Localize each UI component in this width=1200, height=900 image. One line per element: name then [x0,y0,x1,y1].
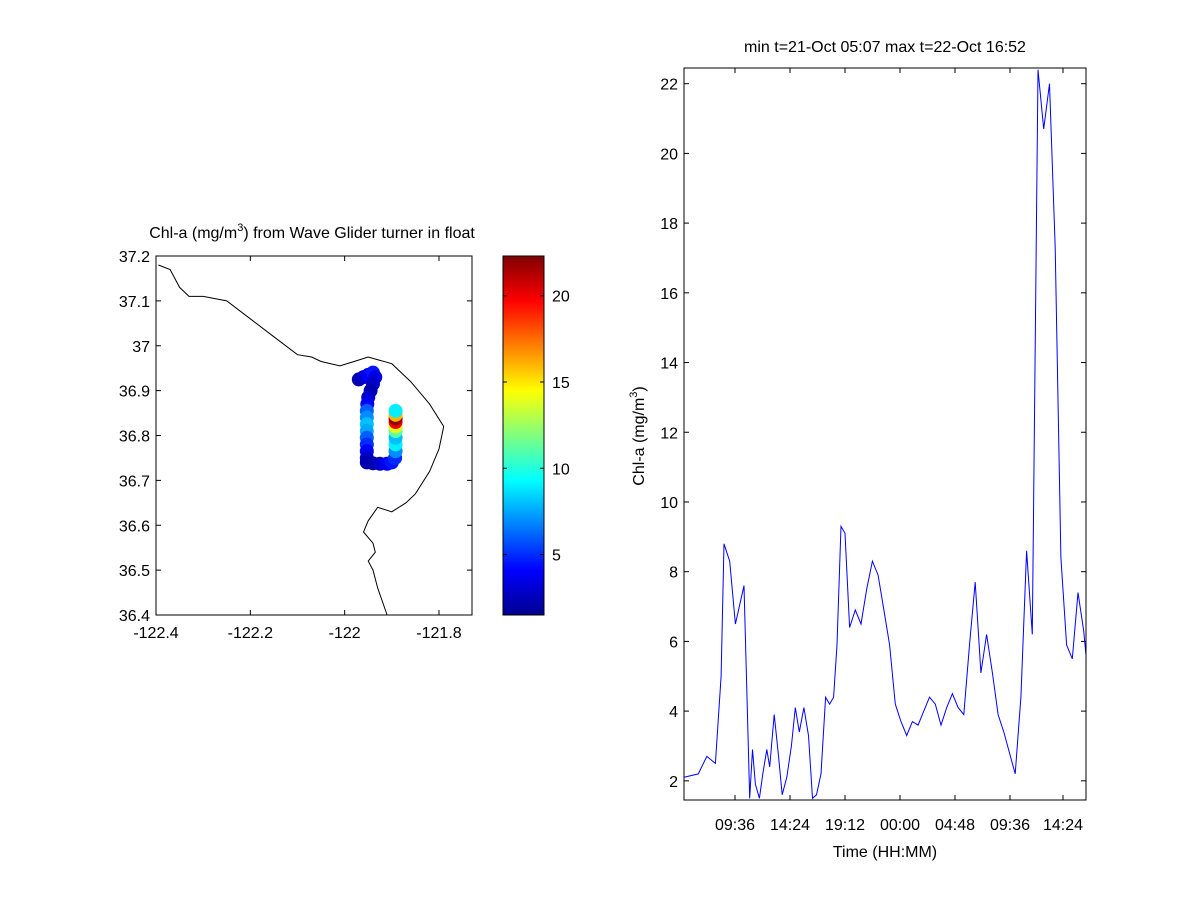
ts-y-tick-label: 16 [660,286,678,303]
chl-a-series-line [684,69,1086,800]
ts-y-tick-label: 12 [660,425,678,442]
map-x-tick-label: -122.2 [228,625,273,642]
colorbar: 5 10 15 20 [502,255,570,616]
ts-y-tick-label: 4 [669,704,678,721]
map-chart: Chl-a (mg/m3) from Wave Glider turner in… [119,222,476,642]
map-y-tick-label: 36.9 [119,384,150,401]
ts-y-tick-label: 14 [660,356,678,373]
map-title: Chl-a (mg/m3) from Wave Glider turner in… [149,222,475,242]
ts-y-tick-label: 6 [669,634,678,651]
timeseries-title: min t=21-Oct 05:07 max t=22-Oct 16:52 [744,39,1026,56]
ts-x-tick-label: 19:12 [825,817,865,834]
map-y-tick-label: 36.8 [119,429,150,446]
colorbar-tick-layer: 5 10 15 20 [503,289,570,565]
map-y-tick-label: 37.2 [119,249,150,266]
ts-y-tick-label: 8 [669,565,678,582]
timeseries-ylabel: Chl-a (mg/m3) [628,386,648,485]
colorbar-gradient [502,255,545,616]
map-y-tick-label: 37 [132,339,150,356]
glider-track [351,365,403,471]
colorbar-tick-label: 20 [552,289,570,306]
map-axes-box [155,255,473,616]
coastline [158,264,445,616]
map-x-tick-label: -121.8 [416,625,461,642]
map-y-tick-label: 36.5 [119,563,150,580]
ts-x-tick-label: 04:48 [935,817,975,834]
track-point [388,403,403,418]
timeseries-xlabel: Time (HH:MM) [833,844,937,861]
ts-x-tick-label: 09:36 [715,817,755,834]
ts-x-tick-label: 14:24 [770,817,810,834]
ts-x-tick-label: 09:36 [990,817,1030,834]
map-y-tick-label: 36.7 [119,473,150,490]
timeseries-tick-layer: 09:36 14:24 19:12 00:00 04:48 09:36 14:24 2 4 6 8 1… [660,68,1086,834]
colorbar-tick-label: 10 [552,461,570,478]
coastline-line [158,264,445,616]
ts-y-tick-label: 10 [660,495,678,512]
map-tick-layer: -122.4 -122.2 -122 -121.8 36.4 36.5 36.6 36.7 36… [119,249,472,642]
ts-x-tick-label: 14:24 [1043,817,1083,834]
colorbar-tick-label: 5 [552,548,561,565]
ts-x-tick-label: 00:00 [880,817,920,834]
ts-y-tick-label: 18 [660,216,678,233]
map-x-tick-label: -122 [329,625,361,642]
ts-y-tick-label: 22 [660,77,678,94]
map-y-tick-label: 36.6 [119,518,150,535]
ts-y-tick-label: 2 [669,774,678,791]
colorbar-tick-label: 15 [552,375,570,392]
map-x-tick-label: -122.4 [133,625,178,642]
map-y-tick-label: 37.1 [119,294,150,311]
timeseries-axes-box [683,67,1087,801]
map-y-tick-label: 36.4 [119,608,150,625]
ts-y-tick-label: 20 [660,146,678,163]
timeseries-series [684,69,1086,800]
timeseries-chart: min t=21-Oct 05:07 max t=22-Oct 16:52 09… [628,39,1087,861]
